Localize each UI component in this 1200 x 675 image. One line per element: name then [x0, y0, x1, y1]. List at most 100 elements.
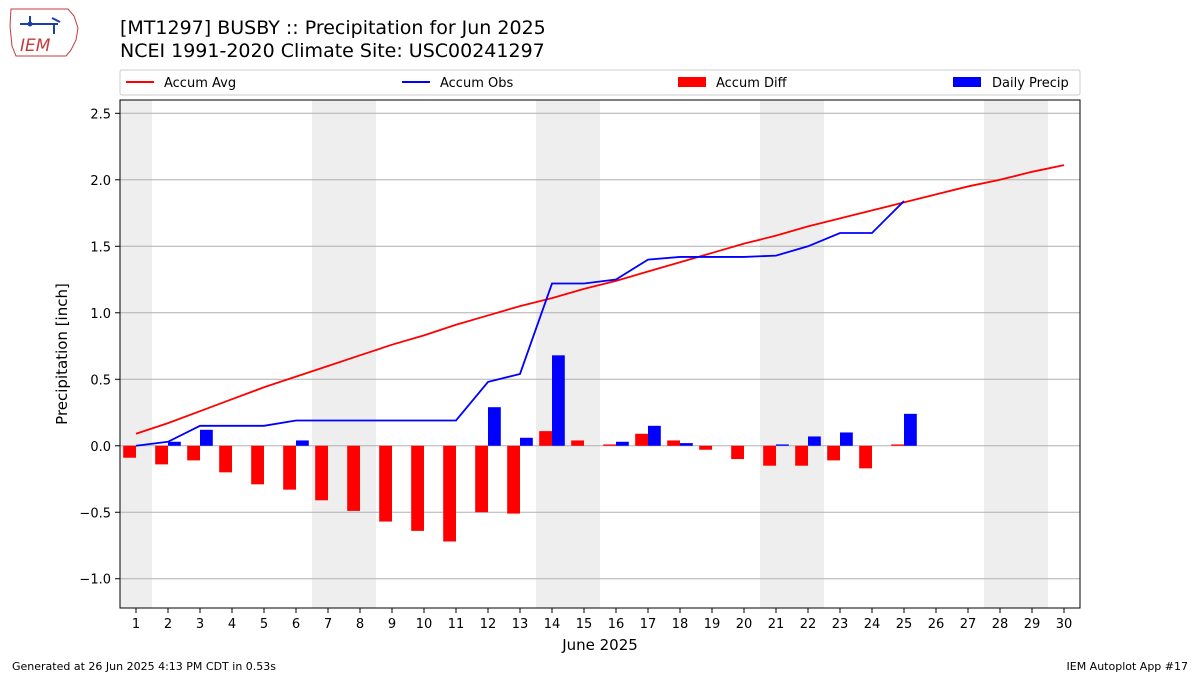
- daily-precip-bar: [552, 355, 565, 446]
- iem-logo: IEM: [9, 8, 79, 57]
- chart-title: [MT1297] BUSBY :: Precipitation for Jun …: [120, 17, 546, 39]
- legend-label-accum-diff: Accum Diff: [716, 76, 788, 91]
- accum-diff-bar: [219, 445, 232, 473]
- x-tick-label: 2: [164, 617, 172, 632]
- y-axis-label: Precipitation [inch]: [53, 283, 71, 425]
- weekend-band: [760, 100, 824, 608]
- accum-diff-bar: [667, 440, 680, 446]
- accum-diff-bar: [283, 445, 296, 490]
- x-tick-label: 23: [832, 617, 849, 632]
- x-tick-label: 16: [608, 617, 625, 632]
- accum-diff-bar: [475, 445, 488, 513]
- accum-diff-bar: [859, 445, 872, 469]
- x-tick-label: 11: [448, 617, 465, 632]
- y-tick-label: 2.0: [90, 174, 111, 189]
- accum-diff-bar: [379, 445, 392, 522]
- x-tick-label: 29: [1024, 617, 1041, 632]
- accum-diff-bar: [347, 445, 360, 511]
- accum-diff-bar: [891, 444, 904, 446]
- y-tick-label: −0.5: [79, 506, 111, 521]
- daily-precip-bar: [840, 432, 853, 446]
- x-tick-label: 6: [292, 617, 300, 632]
- x-tick-label: 12: [480, 617, 497, 632]
- legend-label-accum-obs: Accum Obs: [440, 76, 513, 91]
- x-tick-label: 8: [356, 617, 364, 632]
- x-tick-label: 7: [324, 617, 332, 632]
- legend-frame: [119, 69, 1081, 96]
- bars: [123, 355, 917, 542]
- legend-label-daily-precip: Daily Precip: [992, 76, 1069, 91]
- accum-diff-bar: [155, 445, 168, 465]
- accum-diff-bar: [603, 444, 616, 446]
- x-tick-label: 22: [800, 617, 817, 632]
- x-tick-label: 18: [672, 617, 689, 632]
- logo-text: IEM: [20, 36, 51, 56]
- daily-precip-bar: [200, 429, 213, 446]
- accum-diff-bar: [571, 440, 584, 446]
- accum-avg-line: [135, 164, 1065, 435]
- accum-diff-bar: [699, 445, 712, 450]
- daily-precip-bar: [520, 437, 533, 446]
- y-tick-label: 1.0: [90, 307, 111, 322]
- daily-precip-bar: [296, 440, 309, 446]
- accum-diff-bar: [507, 445, 520, 514]
- y-tick-label: 0.5: [90, 373, 111, 388]
- x-tick-label: 5: [260, 617, 268, 632]
- x-tick-label: 14: [544, 617, 561, 632]
- x-tick-label: 25: [896, 617, 913, 632]
- daily-precip-bar: [488, 407, 501, 446]
- x-tick-label: 26: [928, 617, 945, 632]
- generated-timestamp: Generated at 26 Jun 2025 4:13 PM CDT in …: [12, 660, 277, 673]
- grid-lines: [120, 112, 1080, 580]
- lines: [135, 164, 1065, 447]
- legend-swatch-daily-precip: [953, 77, 981, 87]
- daily-precip-bar: [616, 441, 629, 446]
- x-tick-label: 10: [416, 617, 433, 632]
- legend: Accum Avg Accum Obs Accum Diff Daily Precip: [119, 69, 1081, 96]
- daily-precip-bar: [808, 436, 821, 446]
- x-tick-label: 21: [768, 617, 785, 632]
- x-axis-label: June 2025: [561, 636, 638, 654]
- accum-diff-bar: [731, 445, 744, 460]
- accum-diff-bar: [443, 445, 456, 542]
- x-tick-label: 30: [1056, 617, 1073, 632]
- x-tick-label: 28: [992, 617, 1009, 632]
- accum-diff-bar: [827, 445, 840, 461]
- y-tick-label: −1.0: [79, 573, 111, 588]
- daily-precip-bar: [680, 443, 693, 446]
- weekend-band: [536, 100, 600, 608]
- x-axis-ticks: 1 2 3 4 5 6 7 8 9 10 11 12 13 14 15 16 17 18 19 20 21 22 23 24 2…: [132, 608, 1072, 632]
- plot-frame: [119, 99, 1081, 609]
- x-tick-label: 3: [196, 617, 204, 632]
- x-tick-label: 1: [132, 617, 140, 632]
- iowa-state-outline: [9, 8, 79, 57]
- accum-diff-bar: [763, 445, 776, 466]
- legend-label-accum-avg: Accum Avg: [164, 76, 236, 91]
- y-tick-label: 0.0: [90, 440, 111, 455]
- accum-obs-line: [135, 200, 905, 447]
- x-tick-label: 13: [512, 617, 529, 632]
- app-credit: IEM Autoplot App #17: [1066, 660, 1189, 673]
- weather-station-icon: [20, 16, 61, 34]
- daily-precip-bar: [904, 413, 917, 446]
- daily-precip-bar: [648, 425, 661, 446]
- x-tick-label: 17: [640, 617, 657, 632]
- weekend-band: [120, 100, 152, 608]
- x-tick-label: 4: [228, 617, 236, 632]
- x-tick-label: 19: [704, 617, 721, 632]
- x-tick-label: 15: [576, 617, 593, 632]
- y-tick-label: 1.5: [90, 240, 111, 255]
- accum-diff-bar: [251, 445, 264, 485]
- chart-subtitle: NCEI 1991-2020 Climate Site: USC00241297: [120, 40, 545, 62]
- accum-diff-bar: [539, 431, 552, 446]
- accum-diff-bar: [411, 445, 424, 531]
- x-tick-label: 24: [864, 617, 881, 632]
- y-axis-ticks: −1.0 −0.5 0.0 0.5 1.0 1.5 2.0 2.5: [79, 107, 120, 588]
- weekend-band: [984, 100, 1048, 608]
- daily-precip-bar: [168, 441, 181, 446]
- x-tick-label: 9: [388, 617, 396, 632]
- accum-diff-bar: [795, 445, 808, 466]
- x-tick-label: 27: [960, 617, 977, 632]
- accum-diff-bar: [187, 445, 200, 461]
